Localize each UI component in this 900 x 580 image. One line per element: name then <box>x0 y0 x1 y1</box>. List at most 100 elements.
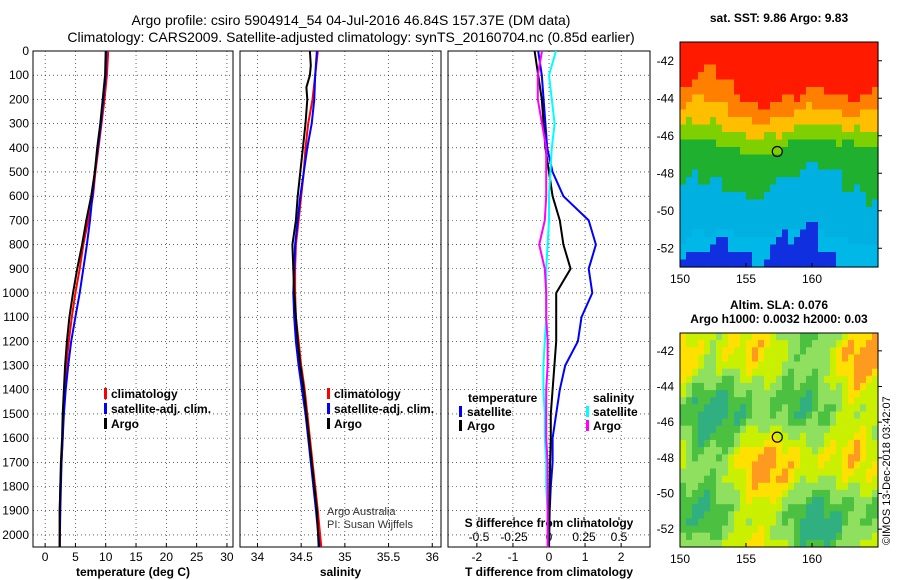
map-cell <box>830 504 837 512</box>
map-cell <box>818 109 825 118</box>
map-cell <box>872 532 879 541</box>
map-cell <box>848 390 855 398</box>
map-cell <box>794 72 801 81</box>
map-cell <box>788 177 795 186</box>
map-cell <box>800 411 807 420</box>
map-cell <box>716 368 723 377</box>
map-cell <box>740 72 747 81</box>
map-cell <box>836 425 843 434</box>
map-cell <box>722 94 729 103</box>
map-cell <box>830 154 837 163</box>
map-cell <box>806 511 813 519</box>
map-cell <box>722 425 729 434</box>
map-cell <box>782 57 789 66</box>
map-cell <box>722 489 729 498</box>
map-cell <box>830 440 837 448</box>
map-cell <box>758 49 765 58</box>
map-cell <box>842 229 849 238</box>
map-cell <box>842 192 849 201</box>
map-x-tick-label: 160 <box>802 552 822 566</box>
map-cell <box>680 411 687 420</box>
map-cell <box>860 525 867 534</box>
map-cell <box>776 511 783 519</box>
map-cell <box>824 447 831 455</box>
map-cell <box>770 154 777 163</box>
map-cell <box>848 102 855 111</box>
map-cell <box>746 390 753 398</box>
map-cell <box>716 340 723 348</box>
map-cell <box>704 518 711 527</box>
map-cell <box>842 397 849 405</box>
map-cell <box>782 525 789 534</box>
map-cell <box>782 214 789 223</box>
map-cell <box>710 259 717 268</box>
map-cell <box>788 57 795 66</box>
credit-text: ©IMOS 13-Dec-2018 03:42:07 <box>881 396 893 545</box>
map-cell <box>740 64 747 73</box>
map-cell <box>692 375 699 384</box>
map-cell <box>734 124 741 133</box>
map-cell <box>740 497 747 505</box>
map-cell <box>758 511 765 519</box>
map-cell <box>710 192 717 201</box>
map-cell <box>842 214 849 223</box>
map-cell <box>872 87 879 96</box>
map-cell <box>800 361 807 370</box>
annotation-text: PI: Susan Wijffels <box>327 519 413 531</box>
map-cell <box>830 489 837 498</box>
map-cell <box>830 468 837 477</box>
map-cell <box>716 117 723 126</box>
map-cell <box>752 397 759 405</box>
map-cell <box>788 229 795 238</box>
map-cell <box>794 454 801 462</box>
legend-label: satellite <box>467 405 512 419</box>
map-cell <box>776 57 783 66</box>
map-cell <box>740 461 747 470</box>
map-cell <box>860 347 867 355</box>
map-cell <box>722 139 729 148</box>
map-cell <box>698 64 705 73</box>
x-tick-label: 34 <box>251 550 265 564</box>
map-cell <box>866 109 873 118</box>
map-subtitle: Argo h1000: 0.0032 h2000: 0.03 <box>690 312 868 326</box>
map-cell <box>782 475 789 484</box>
map-cell <box>776 382 783 391</box>
map-cell <box>824 340 831 348</box>
map-cell <box>764 539 771 548</box>
map-cell <box>764 147 771 156</box>
map-cell <box>758 347 765 355</box>
map-cell <box>788 259 795 268</box>
map-cell <box>848 504 855 512</box>
map-cell <box>806 72 813 81</box>
legend-label: climatology <box>111 387 178 401</box>
map-cell <box>734 229 741 238</box>
map-cell <box>800 418 807 427</box>
map-cell <box>836 468 843 477</box>
map-cell <box>734 109 741 118</box>
map-cell <box>854 432 861 441</box>
map-cell <box>686 489 693 498</box>
map-cell <box>728 340 735 348</box>
map-cell <box>686 147 693 156</box>
map-cell <box>848 447 855 455</box>
map-cell <box>824 79 831 88</box>
map-cell <box>806 132 813 141</box>
map-cell <box>788 214 795 223</box>
map-cell <box>854 102 861 111</box>
map-cell <box>806 169 813 178</box>
map-cell <box>752 169 759 178</box>
map-cell <box>794 497 801 505</box>
map-cell <box>860 169 867 178</box>
map-cell <box>746 475 753 484</box>
map-cell <box>824 169 831 178</box>
map-cell <box>722 252 729 261</box>
map-cell <box>740 192 747 201</box>
map-cell <box>728 347 735 355</box>
map-cell <box>782 333 789 341</box>
map-cell <box>872 397 879 405</box>
map-cell <box>782 468 789 477</box>
map-cell <box>692 222 699 231</box>
map-cell <box>788 482 795 491</box>
map-cell <box>836 390 843 398</box>
map-cell <box>746 139 753 148</box>
